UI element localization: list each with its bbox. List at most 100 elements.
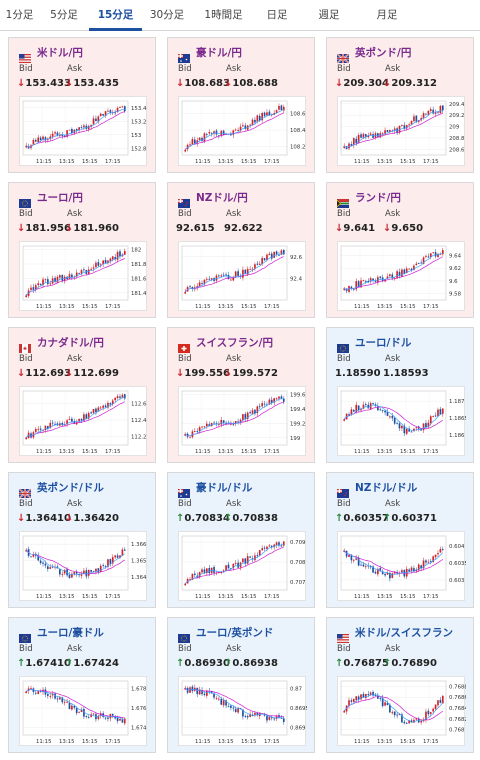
moving-average-short	[25, 254, 125, 296]
chart-container[interactable]: 92.6 92.4 11:15 13:15 15:15 17:15	[178, 241, 306, 311]
pair-title[interactable]: 英ポンド/円	[336, 45, 412, 64]
pair-name[interactable]: ユーロ/豪ドル	[37, 626, 104, 639]
chart-container[interactable]: 9.64 9.62 9.6 9.58 11:15 13:15 15:15 17:15	[337, 241, 465, 311]
tab-3[interactable]: 30分足	[149, 9, 185, 21]
candle-body	[123, 106, 126, 112]
tab-1[interactable]: 5分足	[50, 9, 78, 21]
pair-name[interactable]: ユーロ/円	[37, 191, 83, 204]
candle-body	[95, 118, 97, 122]
candle-body	[232, 707, 235, 709]
chart-container[interactable]: 108.6 108.4 108.2 11:15 13:15 15:15 17:15	[178, 96, 306, 166]
pair-name[interactable]: 豪ドル/円	[196, 46, 242, 59]
tab-7[interactable]: 月足	[376, 9, 398, 21]
candle-body	[25, 295, 28, 298]
moving-average-long	[344, 113, 443, 149]
pair-name[interactable]: NZドル/円	[196, 191, 248, 204]
tab-0[interactable]: 1分足	[5, 9, 34, 21]
currency-card[interactable]: ユーロ/ドル Bid Ask 1.18590 1.18593 1.187 1.1865 1.1…	[326, 327, 474, 463]
currency-card[interactable]: 豪ドル/ドル Bid Ask ↑0.70834 ↑0.70838 0.709 0.708 0.…	[167, 472, 315, 608]
pair-name[interactable]: スイスフラン/円	[196, 336, 274, 349]
pair-title[interactable]: NZドル/円	[178, 190, 248, 208]
currency-card[interactable]: ランド/円 Bid Ask ↓9.641 ↓9.650 9.64 9.62 9.6 9.58 11…	[326, 182, 474, 318]
chart-container[interactable]: 1.366 1.365 1.364 11:15 13:15 15:15 17:15	[19, 531, 147, 601]
pair-title[interactable]: 米ドル/円	[19, 45, 83, 63]
pair-title[interactable]: 豪ドル/円	[178, 45, 242, 63]
chart-container[interactable]: 0.709 0.708 0.707 11:15 13:15 15:15 17:15	[178, 531, 306, 601]
candle-body	[47, 566, 49, 569]
candle-body	[25, 691, 28, 694]
candle-body	[111, 400, 114, 404]
pair-name[interactable]: ユーロ/ドル	[355, 336, 412, 349]
us-flag	[19, 48, 31, 63]
currency-card[interactable]: 英ポンド/ドル Bid Ask ↓1.36410 ↓1.36420 1.366 1.365 1…	[8, 472, 156, 608]
pair-name[interactable]: 米ドル/スイスフラン	[355, 626, 454, 639]
pair-title[interactable]: ユーロ/英ポンド	[178, 625, 274, 643]
candle-body	[374, 280, 377, 282]
chart-container[interactable]: 1.678 1.676 1.674 11:15 13:15 15:15 17:15	[19, 676, 147, 746]
currency-card[interactable]: スイスフラン/円 Bid Ask ↓199.556 ↓199.572 199.6 199.4…	[167, 327, 315, 463]
eu-flag	[178, 628, 190, 643]
price-chart: 199.6 199.4 199.2 199 11:15 13:15 15:15 17:15	[181, 390, 306, 455]
pair-name[interactable]: カナダドル/円	[37, 336, 104, 349]
chart-container[interactable]: 0.87 0.8695 0.869 11:15 13:15 15:15 17:15	[178, 676, 307, 746]
price-chart: 0.604 0.6035 0.603 11:15 13:15 15:15 17:15	[340, 535, 466, 600]
candle-body	[367, 135, 370, 138]
currency-card[interactable]: NZドル/円 Bid Ask 92.615 92.622 92.6 92.4 11:15 13:…	[167, 182, 315, 318]
candle-body	[37, 428, 40, 430]
candle-body	[71, 418, 73, 422]
pair-title[interactable]: ランド/円	[336, 190, 401, 208]
candle-body	[268, 253, 271, 256]
pair-title[interactable]: カナダドル/円	[19, 335, 104, 353]
pair-name[interactable]: ランド/円	[355, 191, 401, 204]
candle-body	[391, 274, 394, 279]
currency-card[interactable]: カナダドル/円 Bid Ask ↓112.693 ↓112.699 112.6 112.4 1…	[8, 327, 156, 463]
chart-container[interactable]: 153.4 153.2 153 152.8 11:15 13:15 15:15 17:15	[19, 96, 147, 166]
pair-name[interactable]: 米ドル/円	[37, 46, 83, 59]
tab-5[interactable]: 日足	[266, 9, 288, 21]
pair-title[interactable]: ユーロ/ドル	[337, 335, 412, 353]
chart-container[interactable]: 0.7688 0.7686 0.7684 0.7682 0.768 11:15 13:15 1…	[337, 676, 466, 746]
bid-price: ↓1.36410	[17, 513, 71, 524]
candle-body	[114, 397, 117, 401]
pair-name[interactable]: 豪ドル/ドル	[196, 481, 253, 494]
candle-body	[208, 278, 211, 280]
candle-body	[355, 281, 358, 290]
candle-body	[381, 410, 384, 411]
currency-card[interactable]: ユーロ/円 Bid Ask ↓181.956 ↓181.960 182 181.8 181.6…	[8, 182, 156, 318]
currency-card[interactable]: 米ドル/スイスフラン Bid Ask ↑0.76875 ↑0.76890 0.7688 0.…	[326, 617, 474, 753]
pair-name[interactable]: 英ポンド/ドル	[37, 481, 104, 494]
pair-title[interactable]: スイスフラン/円	[178, 335, 274, 353]
pair-title[interactable]: 豪ドル/ドル	[178, 480, 253, 498]
chart-container[interactable]: 182 181.8 181.6 181.4 11:15 13:15 15:15 17:15	[19, 241, 147, 311]
currency-card[interactable]: 豪ドル/円 Bid Ask ↓108.683 ↓108.688 108.6 108.4 108…	[167, 37, 315, 173]
tab-4[interactable]: 1時間足	[204, 9, 243, 21]
pair-name[interactable]: ユーロ/英ポンド	[196, 626, 274, 639]
chart-container[interactable]: 199.6 199.4 199.2 199 11:15 13:15 15:15 17:15	[178, 386, 306, 456]
bid-value: 1.67410	[25, 658, 71, 669]
chart-container[interactable]: 0.604 0.6035 0.603 11:15 13:15 15:15 17:15	[337, 531, 466, 601]
bid-price: ↓112.693	[17, 368, 71, 379]
currency-card[interactable]: 英ポンド/円 Bid Ask ↓209.304 ↓209.312 209.4 209.2 20…	[326, 37, 474, 173]
candle-body	[201, 690, 203, 695]
tab-2[interactable]: 15分足	[89, 0, 142, 31]
candle-body	[75, 708, 78, 714]
pair-title[interactable]: NZドル/ドル	[337, 480, 418, 498]
pair-title[interactable]: 米ドル/スイスフラン	[337, 625, 454, 643]
pair-title[interactable]: 英ポンド/ドル	[18, 480, 104, 499]
tab-6[interactable]: 週足	[318, 9, 340, 21]
currency-card[interactable]: 米ドル/円 Bid Ask ↓153.433 ↓153.435 153.4 153.2 153…	[8, 37, 156, 173]
chart-container[interactable]: 112.6 112.4 112.2 11:15 13:15 15:15 17:15	[19, 386, 147, 456]
currency-card[interactable]: ユーロ/豪ドル Bid Ask ↑1.67410 ↑1.67424 1.678 1.676 1…	[8, 617, 156, 753]
candle-body	[68, 574, 71, 579]
pair-title[interactable]: ユーロ/円	[19, 190, 83, 208]
pair-name[interactable]: NZドル/ドル	[355, 481, 418, 494]
ask-label: Ask	[226, 354, 242, 364]
chart-container[interactable]: 1.187 1.1865 1.186 11:15 13:15 15:15 17:15	[337, 386, 466, 456]
currency-card[interactable]: ユーロ/英ポンド Bid Ask ↑0.86930 ↑0.86938 0.87 0.8695…	[167, 617, 315, 753]
candle-body	[242, 709, 244, 717]
candle-body	[51, 693, 54, 696]
pair-name[interactable]: 英ポンド/円	[355, 46, 412, 59]
pair-title[interactable]: ユーロ/豪ドル	[19, 625, 104, 643]
chart-container[interactable]: 209.4 209.2 209 208.8 208.6 11:15 13:15 15:15 17…	[337, 96, 465, 166]
currency-card[interactable]: NZドル/ドル Bid Ask ↑0.60357 ↑0.60371 0.604 0.6035…	[326, 472, 474, 608]
